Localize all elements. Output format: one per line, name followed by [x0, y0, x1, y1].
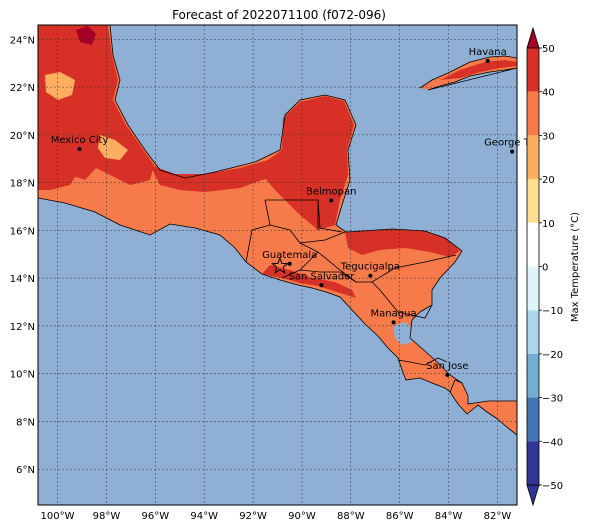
colorbar-segment: [527, 353, 539, 398]
city-label: Guatemala: [262, 250, 317, 261]
colorbar-segment: [527, 397, 539, 442]
lat-tick-label: 6°N: [16, 465, 35, 476]
lon-tick-label: 84°W: [435, 511, 463, 522]
city-dot: [510, 149, 515, 154]
map-title: Forecast of 2022071100 (f072-096): [172, 8, 386, 22]
city-dot: [485, 58, 490, 63]
country-borders: [245, 199, 463, 393]
lon-tick-label: 90°W: [288, 511, 316, 522]
lon-tick-label: 88°W: [337, 511, 365, 522]
city-dot: [287, 261, 292, 266]
city-dot: [391, 320, 396, 325]
lon-tick-label: 98°W: [93, 511, 121, 522]
hot-zone-honduras: [345, 229, 460, 257]
lat-tick-label: 22°N: [10, 83, 35, 94]
colorbar-segment: [527, 266, 539, 311]
lat-tick-label: 18°N: [10, 179, 35, 190]
colorbar: 50 40 30 20 10 0 −10 −20 −30 −40 −50: [526, 26, 563, 507]
city-dot: [319, 283, 324, 288]
lat-tick-label: 14°N: [10, 274, 35, 285]
colorbar-extend-top: [526, 26, 540, 49]
lon-tick-label: 82°W: [484, 511, 512, 522]
colorbar-segment: [527, 91, 539, 136]
colorbar-segment: [527, 135, 539, 180]
lat-tick-label: 12°N: [10, 322, 35, 333]
hot-zone-gulf-coast: [150, 150, 285, 192]
colorbar-segment: [527, 48, 539, 92]
city-label: Belmopan: [306, 187, 356, 198]
city-label: Tegucigalpa: [340, 262, 400, 273]
city-label: Mexico City: [51, 135, 109, 146]
hot-zone-cuba: [440, 60, 517, 80]
city-dot: [77, 147, 82, 152]
city-label: San Jose: [426, 361, 468, 372]
colorbar-tick-label: −20: [542, 350, 563, 361]
longitude-tick-labels: 100°W 98°W 96°W 94°W 92°W 90°W 88°W 86°W 84°W 82°…: [41, 511, 512, 522]
colorbar-extend-bottom: [526, 484, 540, 507]
hot-zone-north-mexico: [38, 25, 154, 185]
city-label: Havana: [469, 47, 507, 58]
colorbar-label: Max Temperature (°C): [570, 212, 581, 322]
hot-zone-pacific: [262, 265, 356, 298]
city-markers: Havana Mexico City George Tov Belmopan Guate…: [51, 47, 540, 377]
cool-zone-central: [45, 72, 75, 100]
colorbar-tick-label: −40: [542, 437, 563, 448]
lake-nicaragua: [393, 322, 414, 345]
lat-tick-label: 20°N: [10, 131, 35, 142]
gridlines: [38, 25, 517, 505]
city-dot: [368, 273, 373, 278]
hot-zone-yucatan: [265, 96, 354, 230]
latitude-tick-labels: 6°N 8°N 10°N 12°N 14°N 16°N 18°N 20°N 22°N 24°N: [10, 35, 35, 476]
lon-tick-label: 94°W: [190, 511, 218, 522]
lon-tick-label: 100°W: [41, 511, 75, 522]
colorbar-tick-label: 0: [542, 263, 548, 274]
lat-tick-label: 10°N: [10, 370, 35, 381]
colorbar-tick-label: −10: [542, 306, 563, 317]
hottest-zone: [76, 26, 96, 45]
colorbar-tick-label: 10: [542, 219, 555, 230]
cool-zone-highlands: [98, 135, 128, 160]
city-dot: [329, 198, 334, 203]
colorbar-segment: [527, 222, 539, 267]
colorbar-tick-label: −30: [542, 394, 563, 405]
colorbar-segment: [527, 441, 539, 485]
star-marker: [270, 256, 289, 274]
lat-tick-label: 24°N: [10, 35, 35, 46]
lat-tick-label: 16°N: [10, 226, 35, 237]
city-label: Managua: [371, 308, 417, 319]
colorbar-segment: [527, 179, 539, 223]
lon-tick-label: 92°W: [239, 511, 267, 522]
colorbar-tick-label: 30: [542, 131, 555, 142]
map-panel: Havana Mexico City George Tov Belmopan Guate…: [37, 24, 540, 506]
colorbar-segment: [527, 310, 539, 354]
star-icon: [270, 256, 289, 274]
lon-tick-label: 96°W: [141, 511, 169, 522]
colorbar-tick-label: 20: [542, 175, 555, 186]
colorbar-tick-label: 40: [542, 88, 555, 99]
colorbar-tick-label: −50: [542, 481, 563, 492]
coastline: [38, 25, 517, 436]
colorbar-tick-label: 50: [542, 44, 555, 55]
city-label: San Salvador: [289, 271, 356, 282]
lon-tick-label: 86°W: [386, 511, 414, 522]
map-frame: [37, 24, 518, 506]
city-label: George Tov: [484, 138, 540, 149]
city-dot: [445, 372, 450, 377]
hot-zone-west-mexico: [38, 150, 80, 190]
lat-tick-label: 8°N: [16, 417, 35, 428]
